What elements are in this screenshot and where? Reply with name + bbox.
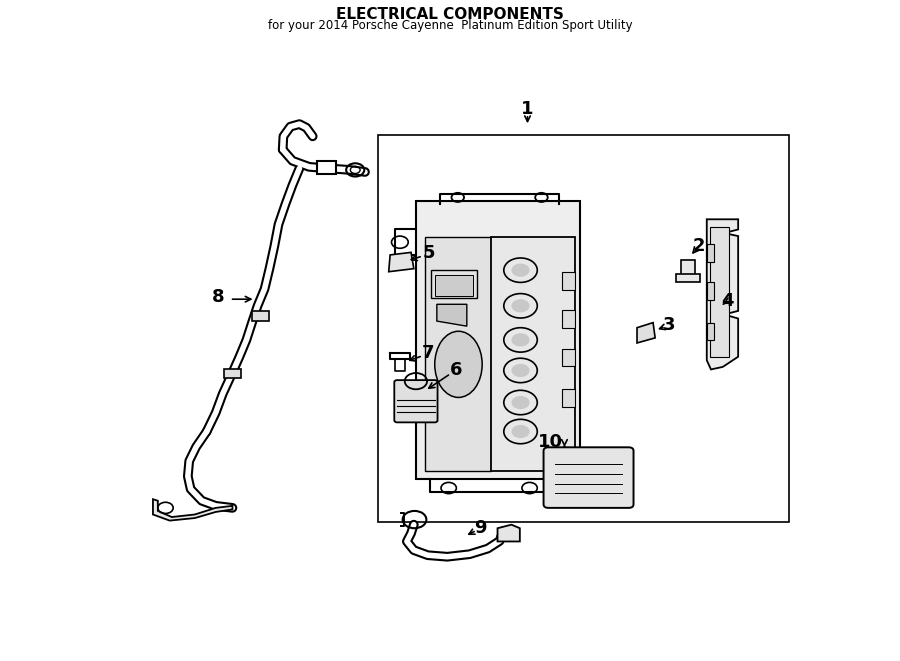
FancyBboxPatch shape xyxy=(378,136,789,522)
Text: ELECTRICAL COMPONENTS: ELECTRICAL COMPONENTS xyxy=(336,7,564,22)
Polygon shape xyxy=(637,323,655,343)
Text: 4: 4 xyxy=(722,292,734,310)
Polygon shape xyxy=(706,219,738,369)
Circle shape xyxy=(511,425,529,438)
Text: for your 2014 Porsche Cayenne  Platinum Edition Sport Utility: for your 2014 Porsche Cayenne Platinum E… xyxy=(267,19,633,32)
FancyBboxPatch shape xyxy=(431,270,477,298)
FancyBboxPatch shape xyxy=(681,260,695,276)
FancyBboxPatch shape xyxy=(562,389,575,407)
FancyBboxPatch shape xyxy=(706,323,714,340)
FancyBboxPatch shape xyxy=(544,447,634,508)
Text: 6: 6 xyxy=(449,362,462,379)
Text: 5: 5 xyxy=(422,245,435,262)
FancyBboxPatch shape xyxy=(562,348,575,366)
Polygon shape xyxy=(389,253,414,272)
Circle shape xyxy=(511,299,529,313)
FancyBboxPatch shape xyxy=(706,244,714,262)
Polygon shape xyxy=(498,525,520,541)
FancyBboxPatch shape xyxy=(317,161,337,175)
Circle shape xyxy=(511,333,529,346)
FancyBboxPatch shape xyxy=(491,237,575,471)
Polygon shape xyxy=(153,499,232,521)
FancyBboxPatch shape xyxy=(435,275,473,295)
Text: 2: 2 xyxy=(692,237,705,255)
FancyBboxPatch shape xyxy=(425,237,491,471)
FancyBboxPatch shape xyxy=(706,282,714,299)
FancyBboxPatch shape xyxy=(394,380,437,422)
Text: 10: 10 xyxy=(538,433,563,451)
Text: 3: 3 xyxy=(663,316,675,334)
Text: 7: 7 xyxy=(421,344,434,362)
Text: 8: 8 xyxy=(212,288,225,306)
Circle shape xyxy=(511,396,529,409)
FancyBboxPatch shape xyxy=(416,202,580,479)
Text: 1: 1 xyxy=(521,100,534,118)
Circle shape xyxy=(511,264,529,277)
FancyBboxPatch shape xyxy=(562,272,575,290)
FancyBboxPatch shape xyxy=(252,311,269,321)
Ellipse shape xyxy=(435,331,482,397)
FancyBboxPatch shape xyxy=(562,311,575,328)
FancyBboxPatch shape xyxy=(224,369,241,378)
FancyBboxPatch shape xyxy=(676,274,700,282)
Text: 9: 9 xyxy=(474,520,487,537)
Circle shape xyxy=(511,364,529,377)
FancyBboxPatch shape xyxy=(709,227,729,357)
Polygon shape xyxy=(436,304,467,326)
